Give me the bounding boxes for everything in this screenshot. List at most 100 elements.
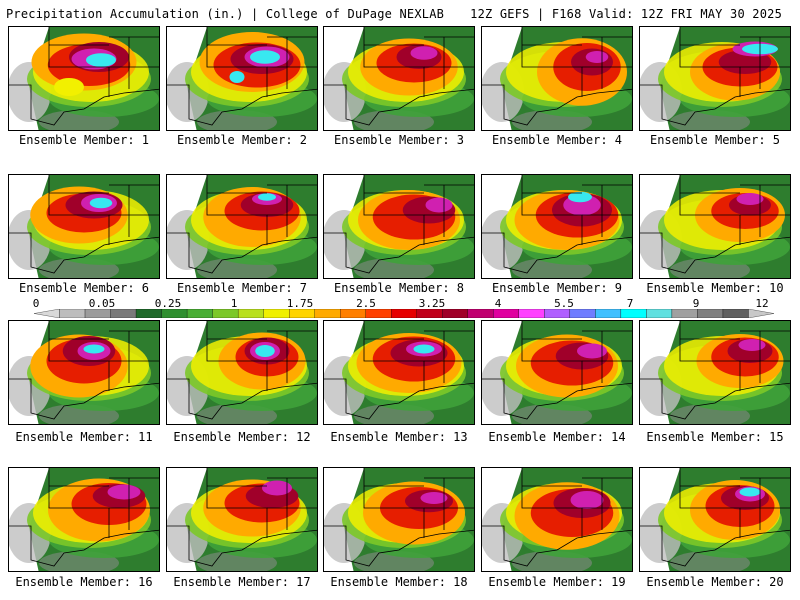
member-map-panel [323, 174, 475, 279]
precip-map [482, 321, 632, 424]
colorbar-swatch [84, 309, 111, 318]
precip-contour [54, 78, 84, 96]
precip-contour [107, 484, 141, 500]
state-boundaries [640, 27, 790, 126]
precip-contour [425, 197, 453, 213]
precip-map [9, 468, 159, 571]
state-boundaries [167, 321, 317, 420]
state-boundaries [167, 175, 317, 274]
state-boundaries [482, 321, 632, 420]
state-boundaries [482, 175, 632, 274]
colorbar-swatch [365, 309, 392, 318]
precip-map [640, 468, 790, 571]
colorbar-swatch [161, 309, 188, 318]
member-map-panel [481, 320, 633, 425]
member-label: Ensemble Member: 13 [330, 430, 468, 444]
colorbar-swatch [442, 309, 468, 318]
precip-contour [570, 491, 604, 509]
colorbar-swatch [289, 309, 315, 318]
state-boundaries [167, 468, 317, 567]
colorbar-swatch [340, 309, 366, 318]
colorbar-swatch [110, 309, 137, 318]
colorbar-swatch [646, 309, 673, 318]
precip-contour [229, 71, 245, 83]
colorbar-tick-label: 1 [230, 297, 238, 310]
precip-map [324, 321, 474, 424]
member-map-panel [166, 467, 318, 572]
map-title: Precipitation Accumulation (in.) | Colle… [6, 7, 445, 21]
precip-map [640, 27, 790, 130]
precip-colorbar [34, 309, 774, 318]
precip-contour [89, 197, 113, 209]
colorbar-swatch [467, 309, 494, 318]
precip-map [324, 468, 474, 571]
precip-contour [738, 339, 766, 351]
precip-contour [83, 344, 105, 354]
member-label: Ensemble Member: 18 [330, 575, 468, 589]
member-map-panel [8, 26, 160, 131]
precip-contour [577, 343, 607, 359]
colorbar-swatch [697, 309, 724, 318]
precip-contour [86, 53, 116, 67]
colorbar-tick-label: 7 [626, 297, 634, 310]
precip-map [167, 175, 317, 278]
state-boundaries [324, 175, 474, 274]
colorbar-swatch [569, 309, 596, 318]
precip-contour [420, 492, 448, 504]
colorbar-swatch [391, 309, 417, 318]
member-label: Ensemble Member: 10 [646, 281, 784, 295]
precip-map [482, 468, 632, 571]
precip-map [482, 175, 632, 278]
state-boundaries [9, 175, 159, 274]
member-label: Ensemble Member: 14 [488, 430, 626, 444]
state-boundaries [324, 27, 474, 126]
state-boundaries [640, 468, 790, 567]
member-map-panel [481, 467, 633, 572]
state-boundaries [640, 321, 790, 420]
run-info: 12Z GEFS | F168 Valid: 12Z FRI MAY 30 20… [470, 7, 782, 21]
member-label: Ensemble Member: 1 [18, 133, 150, 147]
precip-map [324, 27, 474, 130]
state-boundaries [324, 468, 474, 567]
member-label: Ensemble Member: 9 [491, 281, 623, 295]
colorbar-swatch [314, 309, 341, 318]
precip-contour [410, 46, 438, 60]
colorbar-swatch [237, 309, 264, 318]
colorbar-swatch [416, 309, 443, 318]
colorbar-swatch [595, 309, 622, 318]
member-label: Ensemble Member: 15 [646, 430, 784, 444]
precip-contour [255, 345, 275, 357]
colorbar-swatch [671, 309, 698, 318]
state-boundaries [9, 468, 159, 567]
precip-map [9, 27, 159, 130]
colorbar-swatch [59, 309, 86, 318]
state-boundaries [167, 27, 317, 126]
precip-contour [568, 191, 592, 203]
precip-map [640, 175, 790, 278]
member-map-panel [8, 174, 160, 279]
colorbar-tick-label: 4 [494, 297, 502, 310]
colorbar-swatch [518, 309, 545, 318]
member-map-panel [166, 320, 318, 425]
colorbar-tick-label: 0.25 [154, 297, 182, 310]
precip-contour [736, 193, 764, 205]
colorbar-swatch [544, 309, 571, 318]
member-map-panel [323, 26, 475, 131]
colorbar-tick-labels: 0 0.05 0.25 1 1.75 2.5 3.25 4 5.5 7 9 12 [0, 297, 800, 310]
colorbar-tick-label: 12 [755, 297, 769, 310]
member-map-panel [323, 467, 475, 572]
member-label: Ensemble Member: 5 [649, 133, 781, 147]
precip-contour [585, 51, 609, 63]
member-label: Ensemble Member: 8 [333, 281, 465, 295]
state-boundaries [9, 321, 159, 420]
member-map-panel [8, 320, 160, 425]
colorbar-swatch [620, 309, 647, 318]
colorbar-tick-label: 9 [692, 297, 700, 310]
member-map-panel [639, 26, 791, 131]
precip-map [167, 468, 317, 571]
member-label: Ensemble Member: 7 [176, 281, 308, 295]
member-map-panel [8, 467, 160, 572]
precip-map [9, 175, 159, 278]
precip-map [482, 27, 632, 130]
member-map-panel [481, 26, 633, 131]
